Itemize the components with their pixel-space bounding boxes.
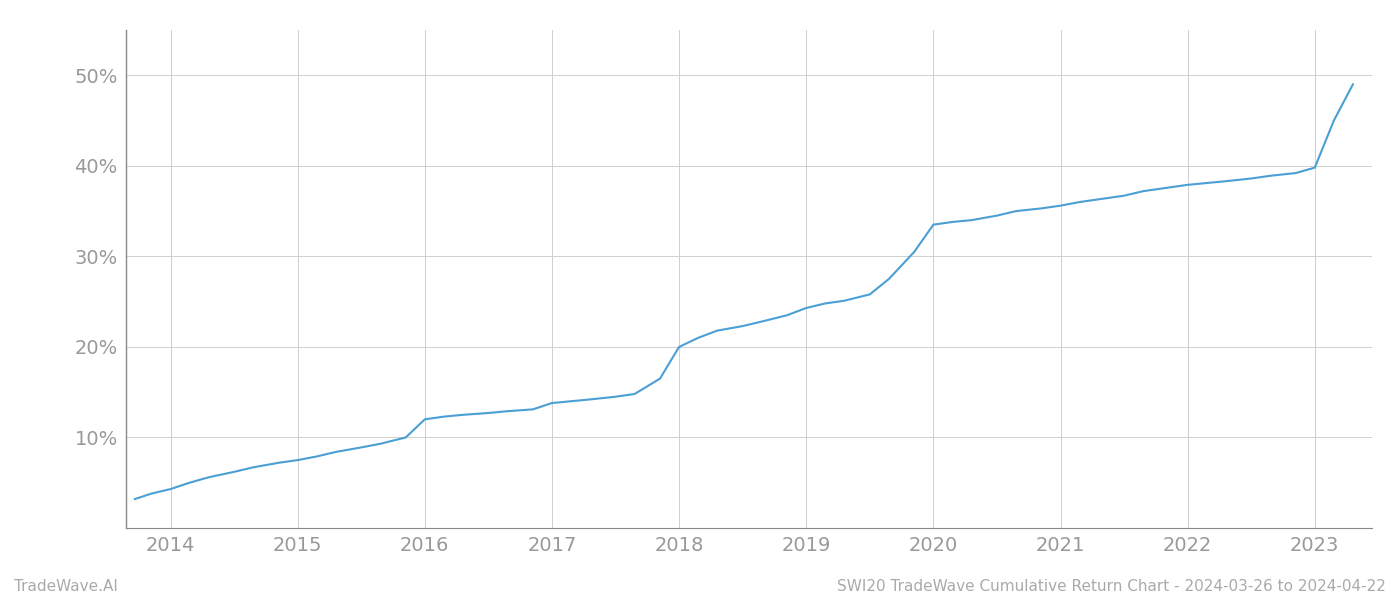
Text: TradeWave.AI: TradeWave.AI bbox=[14, 579, 118, 594]
Text: SWI20 TradeWave Cumulative Return Chart - 2024-03-26 to 2024-04-22: SWI20 TradeWave Cumulative Return Chart … bbox=[837, 579, 1386, 594]
